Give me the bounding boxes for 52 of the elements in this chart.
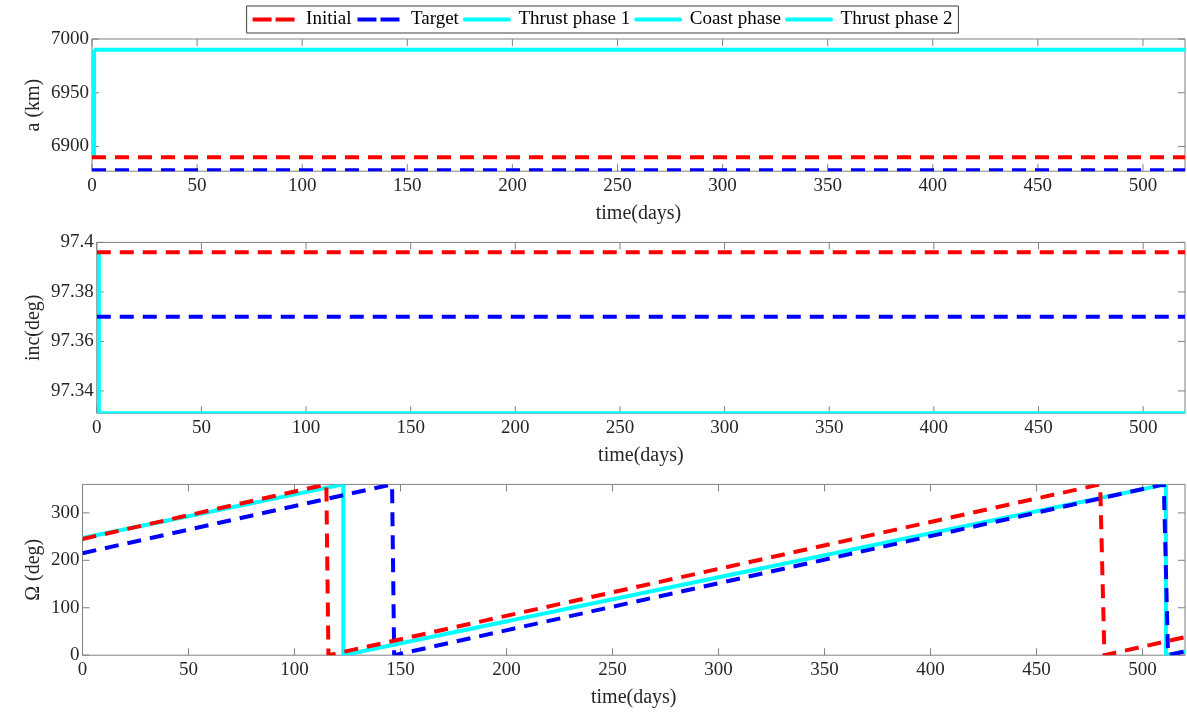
x-tick-label: 100 [280, 657, 309, 679]
y-axis-title: Ω (deg) [21, 538, 45, 601]
legend-label: Target [410, 7, 460, 29]
x-tick-label: 300 [708, 173, 737, 195]
x-tick-label: 250 [603, 173, 632, 195]
x-tick-label: 400 [919, 415, 949, 437]
x-tick-label: 100 [291, 415, 321, 437]
y-tick-label: 300 [51, 500, 80, 522]
x-tick-label: 200 [492, 657, 521, 679]
y-axis-title: inc(deg) [21, 294, 45, 362]
x-tick-label: 300 [704, 657, 733, 679]
y-tick-label: 200 [51, 548, 80, 570]
y-axis-title: a (km) [21, 78, 45, 132]
y-tick-label: 97.36 [51, 329, 94, 351]
x-tick-label: 50 [191, 415, 211, 437]
x-tick-label: 400 [916, 657, 945, 679]
x-tick-label: 350 [813, 173, 842, 195]
legend-label: Thrust phase 1 [518, 7, 631, 29]
y-tick-label: 7000 [51, 26, 89, 48]
x-tick-label: 50 [187, 173, 207, 195]
legend-label: Thrust phase 2 [840, 7, 953, 29]
y-tick-label: 100 [51, 595, 80, 617]
x-tick-label: 350 [814, 415, 844, 437]
x-tick-label: 450 [1023, 173, 1053, 195]
x-tick-label: 500 [1128, 173, 1158, 195]
legend-label: Coast phase [689, 7, 782, 29]
x-tick-label: 100 [287, 173, 317, 195]
x-tick-label: 500 [1128, 415, 1158, 437]
x-tick-label: 350 [810, 657, 839, 679]
x-tick-label: 150 [386, 657, 415, 679]
y-tick-label: 97.4 [60, 230, 95, 252]
x-tick-label: 450 [1022, 657, 1051, 679]
x-tick-label: 250 [605, 415, 635, 437]
x-tick-label: 150 [393, 173, 422, 195]
x-tick-label: 300 [710, 415, 739, 437]
x-tick-label: 500 [1128, 657, 1157, 679]
x-axis-title: time(days) [590, 685, 677, 709]
x-tick-label: 50 [179, 657, 199, 679]
x-axis-title: time(days) [598, 443, 684, 467]
x-tick-label: 450 [1024, 415, 1053, 437]
x-tick-label: 200 [498, 173, 527, 195]
x-tick-label: 400 [918, 173, 948, 195]
y-tick-label: 97.38 [51, 279, 94, 301]
y-tick-label: 6950 [51, 80, 89, 102]
legend-label: Initial [306, 7, 352, 29]
x-tick-label: 250 [598, 657, 627, 679]
x-axis-title: time(days) [595, 201, 682, 225]
y-tick-label: 6900 [51, 134, 89, 156]
x-tick-label: 150 [396, 415, 425, 437]
y-tick-label: 97.34 [51, 378, 95, 400]
x-tick-label: 200 [501, 415, 530, 437]
y-tick-label: 0 [70, 643, 80, 665]
